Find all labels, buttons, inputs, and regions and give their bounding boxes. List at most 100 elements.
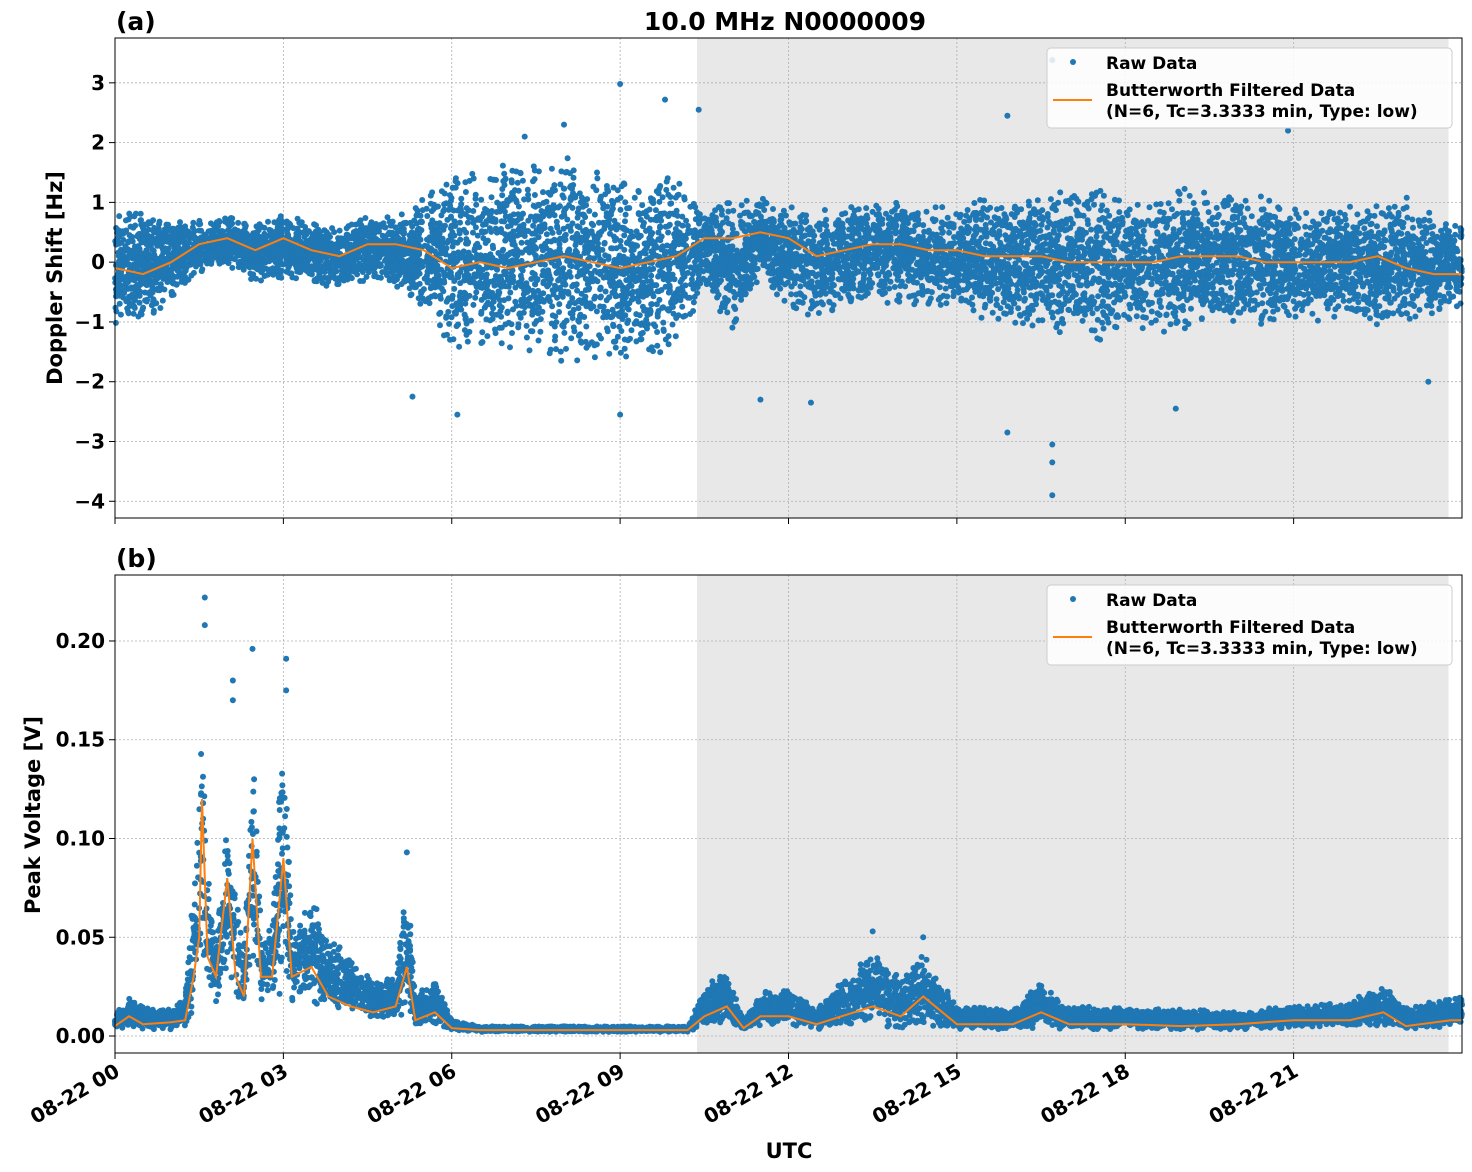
raw-data-point (1153, 201, 1160, 208)
raw-data-point (1029, 322, 1036, 329)
raw-data-point (648, 272, 655, 279)
raw-data-point (1390, 310, 1397, 317)
raw-data-point (1371, 212, 1378, 219)
raw-data-point (1049, 314, 1056, 321)
panel-label-b: (b) (116, 544, 157, 573)
y-tick-label: 1 (91, 190, 105, 214)
raw-data-point (457, 219, 463, 226)
raw-data-point (523, 334, 530, 341)
raw-data-point (466, 328, 473, 335)
raw-data-point (1098, 207, 1104, 214)
raw-data-point (1130, 219, 1137, 226)
raw-data-point (1258, 320, 1265, 327)
raw-data-point (463, 205, 470, 212)
raw-data-point (1342, 216, 1349, 223)
raw-data-point (1139, 325, 1146, 332)
panel-label-a: (a) (116, 7, 156, 36)
raw-data-point (586, 208, 593, 214)
raw-data-point (1458, 232, 1465, 239)
raw-data-point (450, 207, 457, 214)
raw-data-point (1116, 197, 1122, 204)
raw-data-point (1094, 316, 1101, 323)
raw-data-point (457, 280, 464, 287)
raw-data-point (937, 301, 944, 308)
raw-data-point (1373, 321, 1380, 328)
raw-data-point (1417, 222, 1423, 229)
raw-data-point (1047, 196, 1054, 203)
raw-data-point (616, 301, 622, 308)
raw-data-point (443, 181, 450, 188)
raw-data-point (646, 206, 653, 213)
raw-data-point (920, 222, 927, 229)
raw-data-point (815, 310, 822, 316)
raw-data-point (456, 343, 463, 350)
raw-data-point (631, 194, 638, 201)
raw-data-point (1442, 221, 1449, 228)
raw-data-point (628, 327, 635, 334)
raw-data-point (1291, 236, 1298, 243)
raw-data-point (995, 315, 1002, 322)
raw-data-point (1181, 325, 1188, 332)
raw-data-point (524, 186, 531, 193)
raw-data-point (1374, 223, 1380, 230)
raw-data-point (1054, 300, 1061, 307)
raw-data-point (1100, 325, 1107, 332)
raw-data-points (112, 57, 1465, 499)
raw-data-point (537, 328, 544, 335)
raw-data-point (563, 317, 570, 324)
raw-data-point (1210, 290, 1217, 297)
raw-data-point (626, 205, 633, 211)
raw-data-point (667, 194, 674, 200)
raw-data-point (597, 284, 604, 291)
raw-data-point (451, 218, 458, 225)
raw-data-point (1071, 310, 1077, 317)
raw-data-point (1095, 293, 1102, 300)
raw-data-point (679, 303, 686, 310)
raw-data-point (458, 201, 465, 208)
raw-data-point (521, 233, 528, 239)
y-tick-label: −4 (74, 489, 105, 513)
raw-data-point (655, 229, 662, 236)
raw-data-point (1100, 192, 1107, 199)
raw-data-point (546, 350, 553, 357)
raw-data-point (1101, 233, 1108, 240)
raw-data-point (893, 199, 900, 206)
raw-data-point (556, 203, 563, 210)
raw-data-point (1335, 303, 1342, 310)
raw-data-point (621, 232, 628, 239)
raw-data-point (717, 226, 724, 233)
raw-data-point (560, 323, 567, 330)
raw-data-point (953, 211, 960, 218)
y-tick-label: −2 (74, 370, 105, 394)
raw-data-point (526, 347, 533, 354)
raw-data-point (437, 309, 444, 316)
raw-data-point (611, 217, 618, 224)
raw-data-point (837, 295, 844, 302)
raw-data-point (1220, 219, 1227, 226)
raw-data-point (886, 285, 893, 292)
raw-data-point (1021, 297, 1028, 304)
raw-data-point (542, 240, 549, 247)
raw-data-point (1201, 189, 1208, 196)
raw-data-point (614, 333, 621, 340)
raw-data-point (363, 273, 370, 280)
raw-data-point (970, 307, 977, 314)
raw-data-point (452, 178, 459, 185)
raw-data-point (116, 213, 123, 220)
raw-data-point (1388, 233, 1395, 240)
raw-data-point (548, 165, 555, 172)
raw-data-point (419, 295, 426, 302)
raw-data-point (508, 179, 515, 186)
raw-data-point (501, 268, 508, 275)
raw-data-point (606, 350, 613, 357)
raw-data-point (1107, 228, 1114, 235)
raw-data-point (724, 309, 731, 316)
raw-data-point (1050, 227, 1057, 234)
raw-data-point (437, 322, 443, 329)
raw-data-point (1375, 312, 1381, 319)
raw-data-point (463, 320, 470, 327)
raw-data-point (1309, 310, 1316, 317)
raw-data-point (1157, 201, 1164, 207)
raw-data-point (1391, 203, 1398, 210)
raw-data-point (1116, 209, 1123, 216)
